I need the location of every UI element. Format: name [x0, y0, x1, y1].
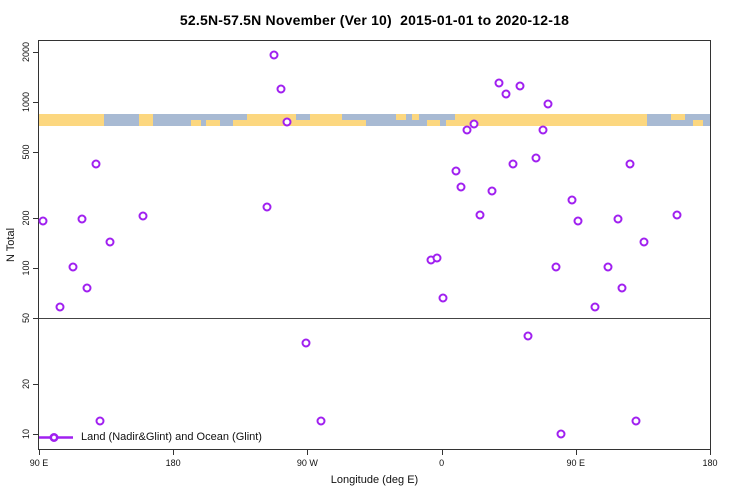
fifty-gridline	[39, 317, 710, 319]
map-band-land-segment	[296, 120, 311, 127]
legend-label: Land (Nadir&Glint) and Ocean (Glint)	[81, 431, 262, 443]
x-axis-tick	[575, 450, 577, 455]
data-point	[262, 202, 272, 212]
x-axis-tick	[39, 450, 40, 455]
data-point	[639, 237, 649, 247]
chart-title: 52.5N-57.5N November (Ver 10) 2015-01-01…	[179, 12, 570, 28]
data-point	[91, 159, 101, 169]
map-band-land-segment	[310, 114, 343, 127]
data-point	[590, 302, 600, 312]
data-point	[508, 159, 518, 169]
x-axis-title: Longitude (deg E)	[330, 474, 419, 486]
data-point	[556, 429, 566, 439]
data-point	[523, 331, 533, 341]
data-point	[543, 99, 553, 109]
x-axis-tick	[307, 450, 309, 455]
data-point	[567, 195, 577, 205]
y-axis-tick	[33, 383, 38, 385]
data-point	[573, 216, 583, 226]
y-axis-tick	[33, 217, 38, 219]
map-band-land-segment	[454, 114, 648, 127]
data-point	[138, 211, 148, 221]
data-point	[77, 214, 87, 224]
map-band-land-segment	[39, 114, 104, 127]
x-axis-tick-label: 0	[439, 458, 445, 468]
data-point	[494, 78, 504, 88]
data-point	[269, 50, 279, 60]
y-axis-tick-label: 1000	[21, 91, 31, 112]
y-axis-tick	[33, 51, 38, 53]
map-band-land-segment	[693, 120, 703, 127]
y-axis-tick	[33, 317, 38, 319]
legend-marker-icon	[39, 432, 73, 442]
y-axis-tick-label: 50	[21, 312, 31, 323]
y-axis-tick-label: 200	[21, 210, 31, 226]
y-axis-tick-label: 20	[21, 378, 31, 389]
map-band-land-segment	[138, 114, 153, 127]
data-point	[301, 338, 311, 348]
x-axis-tick	[441, 450, 443, 455]
data-point	[95, 416, 105, 426]
y-axis-tick-label: 10	[21, 428, 31, 439]
x-axis-tick-label: 180	[165, 458, 181, 468]
data-point	[487, 186, 497, 196]
map-band-land-segment	[445, 120, 455, 127]
y-axis-tick	[33, 151, 38, 153]
x-axis-tick-label: 90 E	[566, 458, 586, 468]
x-axis-tick-label: 180	[702, 458, 718, 468]
data-point	[68, 262, 78, 272]
x-axis-tick-label: 90 E	[29, 458, 49, 468]
data-point	[501, 89, 511, 99]
data-point	[551, 262, 561, 272]
data-point	[515, 81, 525, 91]
data-point	[462, 125, 472, 134]
data-point	[469, 119, 479, 129]
data-point	[456, 182, 466, 192]
data-point	[105, 237, 115, 247]
map-band-land-segment	[671, 114, 686, 121]
y-axis-tick-label: 500	[21, 144, 31, 160]
plot-area: 90 E 180 90 W 0 90 E 180 2000 1000 500 200 100 50 20…	[21, 40, 718, 468]
map-band-land-segment	[342, 120, 367, 127]
y-axis-tick	[33, 267, 38, 269]
map-band-land-segment	[411, 114, 419, 121]
data-point	[432, 253, 442, 263]
data-point	[531, 153, 541, 163]
map-band-land-segment	[205, 120, 221, 127]
legend: Land (Nadir&Glint) and Ocean (Glint)	[39, 431, 262, 443]
x-axis-tick	[173, 450, 175, 455]
data-point	[438, 293, 448, 303]
data-point	[538, 125, 548, 134]
data-point	[82, 283, 92, 293]
data-point	[672, 210, 682, 220]
map-band-land-segment	[426, 120, 440, 127]
data-point	[55, 302, 65, 312]
data-point	[603, 262, 613, 272]
y-axis-tick	[33, 433, 38, 435]
y-axis-tick-label: 2000	[21, 41, 31, 62]
data-point	[38, 216, 48, 226]
x-axis-tick-label: 90 W	[296, 458, 318, 468]
data-point	[631, 416, 641, 426]
data-point	[451, 166, 461, 176]
data-point	[617, 283, 627, 293]
y-axis-tick-label: 100	[21, 260, 31, 276]
x-axis-tick	[710, 450, 711, 455]
data-point	[475, 210, 485, 220]
data-point	[316, 416, 326, 426]
data-point	[625, 159, 635, 169]
y-axis-tick	[33, 101, 38, 103]
data-point	[282, 117, 292, 127]
data-point	[613, 214, 623, 224]
data-point	[276, 84, 286, 94]
map-band-land-segment	[190, 120, 201, 127]
map-band-land-segment	[233, 120, 248, 127]
map-band-land-segment	[395, 114, 406, 121]
y-axis-title: N Total	[5, 227, 17, 263]
